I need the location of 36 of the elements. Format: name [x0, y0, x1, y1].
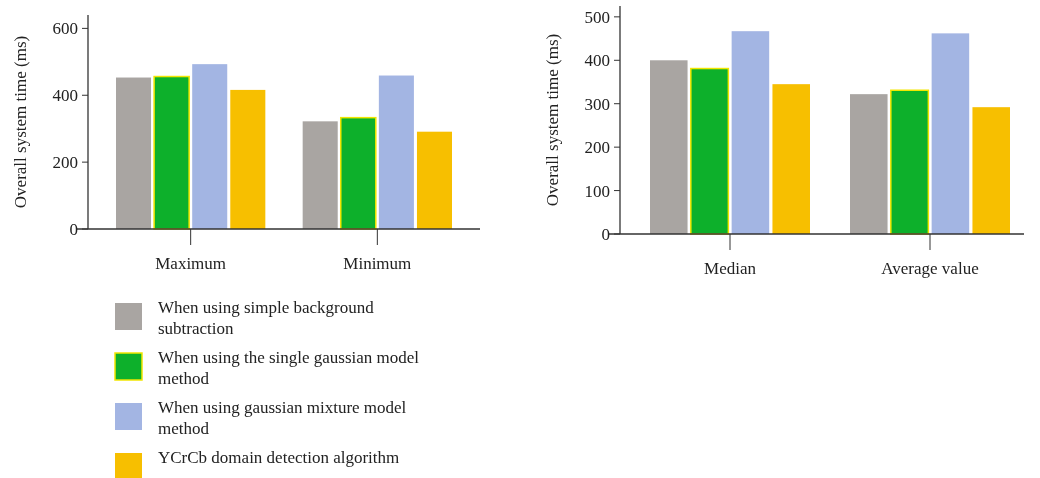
y-tick-label: 300: [584, 94, 610, 114]
bar: [416, 131, 452, 229]
bar: [230, 89, 266, 229]
bar: [650, 60, 688, 234]
legend-label: When using the single gaussian model method: [158, 348, 420, 388]
y-tick-label: 100: [584, 181, 610, 201]
bar: [302, 121, 338, 229]
bar: [153, 75, 190, 230]
legend-label: When using gaussian mixture model method: [158, 398, 407, 438]
y-tick-label: 0: [69, 219, 78, 239]
bar: [890, 89, 930, 235]
bar: [116, 77, 152, 229]
y-axis-title: Overall system time (ms): [11, 35, 30, 209]
y-tick-label: 200: [52, 153, 78, 173]
bar: [378, 75, 414, 229]
y-tick-label: 400: [52, 86, 78, 106]
bar: [340, 116, 377, 230]
y-tick-label: 0: [601, 224, 610, 244]
y-tick-label: 500: [584, 7, 610, 27]
legend-label: When using simple background subtraction: [158, 298, 375, 338]
bar: [772, 84, 810, 234]
y-tick-label: 200: [584, 138, 610, 158]
y-tick-label: 600: [52, 19, 78, 39]
legend-label: YCrCb domain detection algorithm: [158, 448, 400, 467]
y-axis-title: Overall system time (ms): [543, 33, 562, 207]
bar: [850, 94, 888, 234]
x-tick-label: Minimum: [343, 254, 412, 273]
bar: [931, 33, 970, 234]
bar: [731, 31, 770, 234]
bar: [690, 67, 730, 235]
bar: [972, 107, 1010, 234]
bar: [192, 64, 228, 229]
x-tick-label: Average value: [881, 259, 979, 278]
x-tick-label: Maximum: [155, 254, 227, 273]
x-tick-label: Median: [704, 259, 757, 278]
y-tick-label: 400: [584, 51, 610, 71]
